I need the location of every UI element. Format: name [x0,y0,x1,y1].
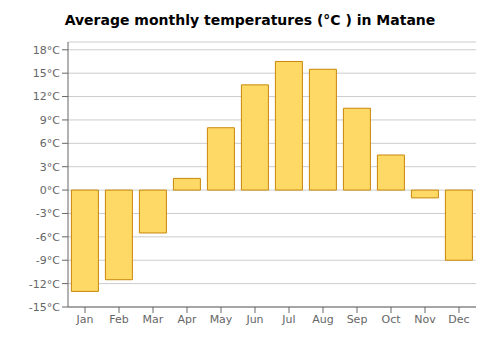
svg-text:Apr: Apr [177,313,197,326]
svg-text:Feb: Feb [109,313,128,326]
svg-text:Nov: Nov [414,313,436,326]
svg-text:-3°C: -3°C [36,207,60,220]
svg-text:18°C: 18°C [33,44,60,57]
svg-text:-6°C: -6°C [36,231,60,244]
svg-text:Oct: Oct [381,313,401,326]
svg-text:Jul: Jul [281,313,295,326]
svg-text:Aug: Aug [312,313,333,326]
svg-text:9°C: 9°C [40,114,60,127]
svg-text:3°C: 3°C [40,161,60,174]
svg-text:6°C: 6°C [40,137,60,150]
svg-text:May: May [210,313,233,326]
svg-text:-15°C: -15°C [29,301,60,314]
svg-text:12°C: 12°C [33,90,60,103]
svg-text:Mar: Mar [143,313,164,326]
svg-text:-9°C: -9°C [36,254,60,267]
html-text:Average monthly temperatures (: Average monthly temperatures (°C ) in Ma… [64,12,436,28]
svg-text:15°C: 15°C [33,67,60,80]
svg-text:-12°C: -12°C [29,278,60,291]
svg-text:Jan: Jan [76,313,94,326]
svg-text:Dec: Dec [448,313,469,326]
svg-text:0°C: 0°C [40,184,60,197]
svg-text:Jun: Jun [245,313,263,326]
svg-text:Sep: Sep [347,313,368,326]
